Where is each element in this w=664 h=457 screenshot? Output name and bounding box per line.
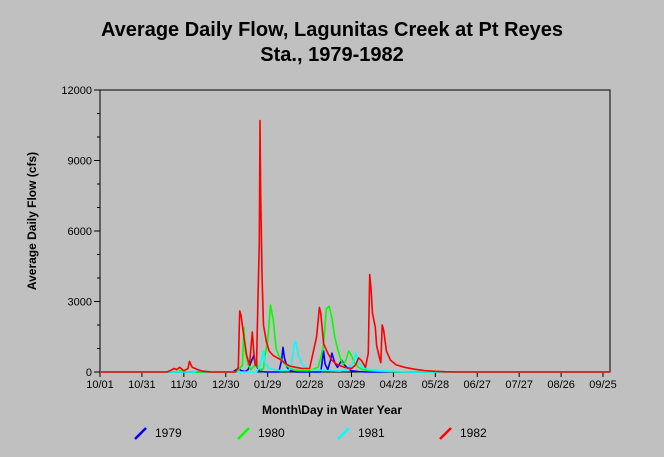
x-tick-label: 07/27: [505, 379, 533, 391]
y-tick-label: 0: [86, 367, 92, 379]
x-axis: 10/01 10/31 11/30 12/30 01/29 02/28 03/29 04/28…: [86, 372, 617, 391]
y-axis: 0 3000 6000 9000 12000: [61, 85, 100, 379]
legend-label-1980: 1980: [258, 426, 285, 440]
x-axis-label: Month\Day in Water Year: [261, 403, 403, 417]
legend: 1979 1980 1981 1982: [0, 424, 664, 444]
chart-title-line-1: Average Daily Flow, Lagunitas Creek at P…: [100, 19, 564, 41]
legend-label-1981: 1981: [358, 426, 385, 440]
chart-canvas: 0 3000 6000 9000 12000 10/01 10/31 11/30 12/30 0…: [25, 85, 617, 391]
plot-area: [99, 89, 611, 373]
series-line-1981: [100, 340, 610, 373]
x-tick-label: 08/26: [547, 379, 575, 391]
x-tick-label: 09/25: [589, 379, 617, 391]
series-line-1982: [100, 119, 610, 373]
chart-title-line-2: Sta., 1979-1982: [260, 44, 404, 66]
y-tick-label: 3000: [68, 297, 92, 309]
x-tick-label: 03/29: [338, 379, 366, 391]
legend-swatch-1980: [237, 427, 250, 440]
x-tick-label: 02/28: [296, 379, 324, 391]
x-tick-label: 05/28: [422, 379, 450, 391]
x-tick-label: 12/30: [212, 379, 240, 391]
x-tick-label: 06/27: [463, 379, 491, 391]
y-axis-label: Average Daily Flow (cfs): [25, 152, 39, 290]
x-tick-label: 01/29: [254, 379, 282, 391]
y-tick-label: 6000: [68, 226, 92, 238]
y-tick-label: 12000: [61, 85, 92, 97]
x-tick-label: 10/01: [86, 379, 114, 391]
legend-swatch-1982: [439, 427, 452, 440]
legend-label-1979: 1979: [155, 426, 182, 440]
legend-label-1982: 1982: [460, 426, 487, 440]
x-tick-label: 11/30: [170, 379, 197, 391]
x-tick-label: 04/28: [380, 379, 408, 391]
series-layer: [100, 119, 610, 373]
x-tick-label: 10/31: [128, 379, 156, 391]
y-tick-label: 9000: [68, 156, 92, 168]
legend-swatch-1979: [134, 427, 147, 440]
legend-swatch-1981: [337, 427, 350, 440]
